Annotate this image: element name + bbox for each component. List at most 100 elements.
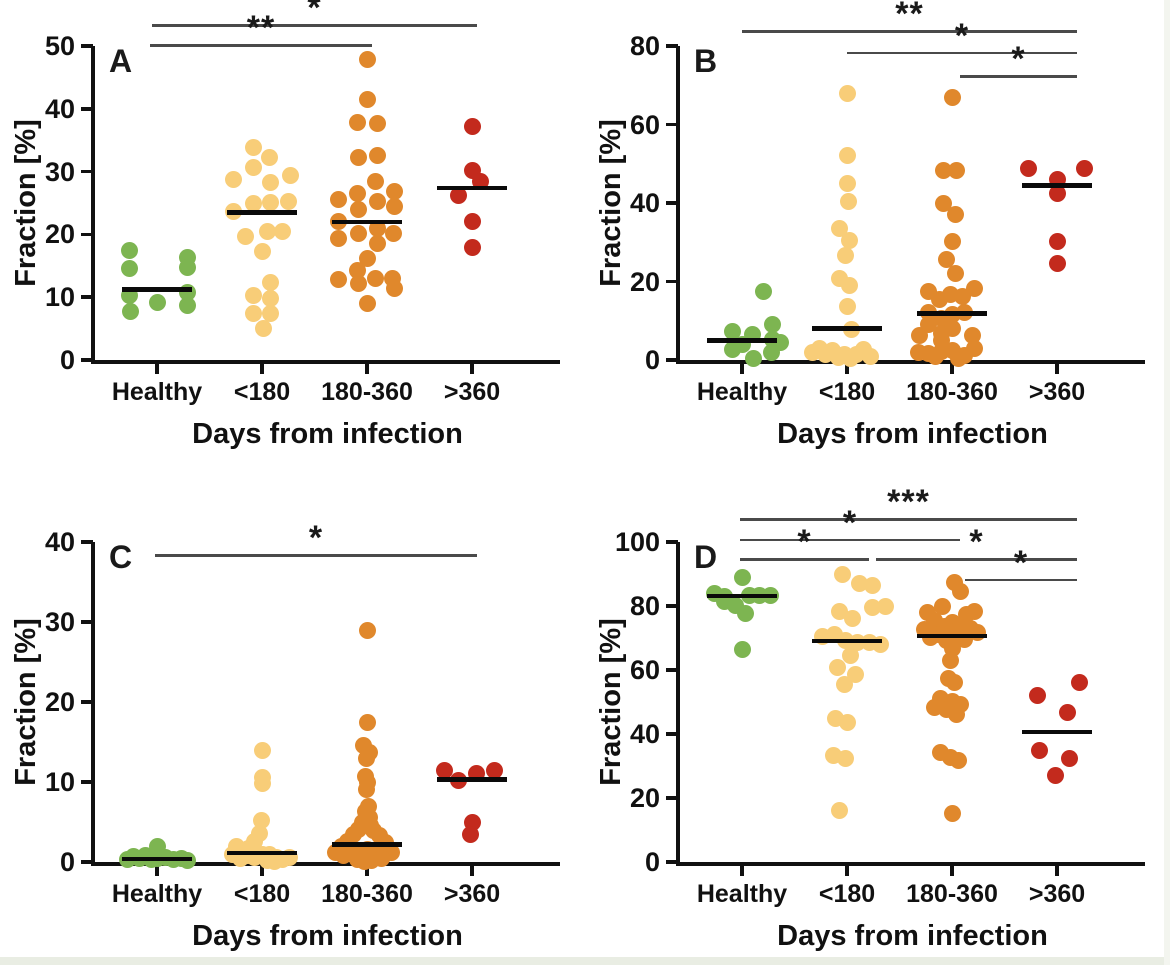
x-tick-mark <box>470 364 474 374</box>
x-category-label: >360 <box>443 880 501 908</box>
data-point <box>358 249 376 267</box>
data-point <box>273 223 291 241</box>
data-point <box>355 852 373 870</box>
x-tick-mark <box>1055 866 1059 876</box>
median-bar <box>812 326 882 331</box>
data-point <box>943 804 961 822</box>
page-edge-right <box>1164 0 1170 965</box>
significance-asterisk: ** <box>895 0 924 34</box>
data-point <box>733 569 751 587</box>
panel-A: 0 10 20 30 40 50 Healthy <180 180-360 >360 Days fr… <box>0 0 585 482</box>
significance-bracket <box>742 30 1077 33</box>
data-point <box>244 194 262 212</box>
data-point <box>260 149 278 167</box>
y-tick-mark <box>666 201 678 205</box>
panel-letter: B <box>694 43 718 79</box>
median-bar <box>707 338 777 343</box>
y-axis-line <box>91 46 95 364</box>
data-point <box>329 229 347 247</box>
data-point <box>1048 185 1066 203</box>
panel-D: 0 20 40 60 80 100 Healthy <180 180-360 >360 Days f… <box>585 480 1170 962</box>
x-tick-mark <box>260 866 264 876</box>
data-point <box>723 323 741 341</box>
data-point <box>357 780 375 798</box>
y-tick-label: 30 <box>44 156 75 187</box>
data-point <box>279 192 297 210</box>
data-point <box>863 599 881 617</box>
y-tick-label: 60 <box>629 109 660 140</box>
y-tick-mark <box>666 796 678 800</box>
x-tick-mark <box>1055 364 1059 374</box>
data-point <box>385 182 403 200</box>
y-tick-mark <box>666 604 678 608</box>
data-point <box>366 172 384 190</box>
significance-asterisk: * <box>969 523 984 561</box>
panel-C: 0 10 20 30 40 Healthy <180 180-360 >360 Days from… <box>0 480 585 962</box>
y-axis-title: Fraction [%] <box>10 618 42 786</box>
data-point <box>943 232 961 250</box>
data-point <box>349 201 367 219</box>
data-point <box>850 574 868 592</box>
data-point <box>244 305 262 323</box>
median-bar <box>917 633 987 639</box>
data-point <box>244 159 262 177</box>
x-category-label: 180-360 <box>321 880 413 908</box>
data-point <box>261 305 279 323</box>
data-point <box>841 647 859 665</box>
data-point <box>1070 674 1088 692</box>
data-point <box>1048 255 1066 273</box>
y-tick-label: 40 <box>629 188 660 218</box>
data-point <box>840 276 858 294</box>
data-point <box>357 750 375 768</box>
data-point <box>838 713 856 731</box>
data-point <box>265 852 283 870</box>
y-tick-mark <box>81 620 93 624</box>
y-tick-mark <box>81 169 93 174</box>
x-axis-line <box>91 862 560 866</box>
y-tick-mark <box>666 540 678 544</box>
data-point <box>224 171 242 189</box>
data-point <box>965 280 983 298</box>
y-tick-mark <box>81 860 93 864</box>
data-point <box>1075 159 1093 177</box>
data-point <box>463 239 481 257</box>
x-axis-line <box>676 862 1145 866</box>
data-point <box>937 251 955 269</box>
data-point <box>366 269 384 287</box>
data-point <box>120 241 138 259</box>
y-tick-label: 0 <box>59 847 75 877</box>
data-point <box>435 762 453 780</box>
y-tick-label: 60 <box>629 655 660 685</box>
data-point <box>736 604 754 622</box>
panel-letter: A <box>109 43 133 79</box>
data-point <box>828 658 846 676</box>
y-tick-mark <box>81 540 93 544</box>
data-point <box>963 326 981 344</box>
y-tick-label: 20 <box>44 219 75 250</box>
x-category-label: >360 <box>1028 378 1086 406</box>
x-tick-mark <box>950 866 954 876</box>
data-point <box>835 675 853 693</box>
data-point <box>934 161 952 179</box>
x-category-label: <180 <box>233 378 291 406</box>
x-axis-line <box>91 360 560 364</box>
data-point <box>250 824 268 842</box>
data-point <box>1058 704 1076 722</box>
x-tick-mark <box>155 364 159 374</box>
data-point <box>349 149 367 167</box>
data-point <box>876 598 894 616</box>
y-tick-label: 0 <box>644 847 660 877</box>
data-point <box>926 348 944 366</box>
data-point <box>830 602 848 620</box>
x-tick-mark <box>365 866 369 876</box>
data-point <box>838 84 856 102</box>
y-tick-mark <box>81 700 93 704</box>
significance-bracket <box>740 518 1077 521</box>
y-tick-mark <box>81 107 93 111</box>
data-point <box>358 713 376 731</box>
data-point <box>358 294 376 312</box>
data-point <box>1060 750 1078 768</box>
data-point <box>485 761 503 779</box>
x-category-label: 180-360 <box>321 378 413 406</box>
